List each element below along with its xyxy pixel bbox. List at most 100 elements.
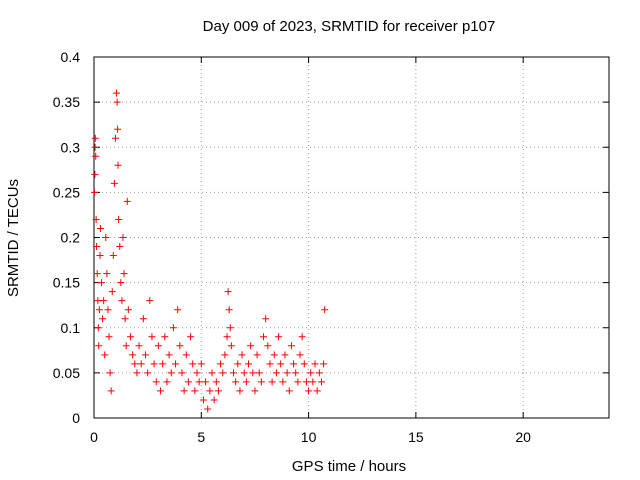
- data-point: [102, 234, 110, 241]
- data-point: [221, 351, 229, 359]
- data-point: [247, 342, 255, 350]
- data-point: [106, 369, 114, 377]
- data-point: [95, 342, 103, 350]
- data-point: [91, 170, 99, 178]
- data-point: [240, 369, 248, 377]
- x-tick-label: 20: [515, 429, 531, 445]
- data-point: [144, 369, 152, 377]
- data-point: [294, 378, 302, 386]
- data-point: [266, 360, 274, 368]
- data-point: [212, 378, 220, 386]
- data-point: [281, 351, 289, 359]
- data-point: [129, 351, 137, 359]
- data-point: [191, 387, 199, 395]
- data-point: [210, 396, 218, 404]
- data-point: [116, 243, 124, 251]
- data-point: [287, 342, 295, 350]
- data-point: [225, 306, 233, 314]
- data-point: [214, 387, 222, 395]
- y-tick-label: 0.25: [53, 184, 80, 200]
- data-point: [208, 369, 216, 377]
- data-point: [107, 387, 115, 395]
- data-point: [100, 297, 108, 305]
- data-point: [232, 378, 240, 386]
- data-point: [279, 378, 287, 386]
- data-point: [187, 333, 195, 341]
- data-point: [124, 306, 132, 314]
- data-point: [199, 396, 207, 404]
- data-point: [169, 324, 177, 332]
- data-point: [202, 378, 210, 386]
- data-point: [195, 378, 203, 386]
- y-tick-label: 0.2: [61, 230, 81, 246]
- data-point: [270, 351, 278, 359]
- data-point: [105, 333, 113, 341]
- data-point: [227, 342, 235, 350]
- plot-frame: [93, 56, 610, 419]
- data-point: [122, 342, 130, 350]
- data-point: [206, 387, 214, 395]
- data-point: [172, 360, 180, 368]
- data-point: [96, 224, 104, 232]
- data-point: [224, 288, 232, 296]
- data-point: [264, 342, 272, 350]
- y-tick-label: 0: [72, 410, 80, 426]
- data-point: [165, 351, 173, 359]
- data-point: [174, 306, 182, 314]
- data-point: [131, 360, 139, 368]
- data-point: [91, 143, 99, 151]
- data-point: [251, 387, 259, 395]
- data-point: [110, 179, 118, 187]
- x-tick-label: 15: [408, 429, 424, 445]
- data-point: [223, 333, 231, 341]
- data-point: [184, 378, 192, 386]
- data-point: [226, 324, 234, 332]
- x-tick-label: 10: [301, 429, 317, 445]
- data-point: [93, 243, 101, 251]
- data-point: [313, 387, 321, 395]
- data-point: [238, 351, 246, 359]
- data-point: [123, 197, 131, 205]
- data-point: [242, 378, 250, 386]
- data-point: [108, 288, 116, 296]
- data-point: [290, 360, 298, 368]
- data-point: [159, 360, 167, 368]
- data-point: [104, 306, 112, 314]
- data-point: [92, 152, 100, 160]
- data-point: [135, 342, 143, 350]
- data-point: [114, 161, 122, 169]
- data-point: [163, 378, 171, 386]
- y-tick-label: 0.35: [53, 94, 80, 110]
- y-tick-label: 0.1: [61, 320, 81, 336]
- y-tick-label: 0.3: [61, 139, 81, 155]
- data-point: [204, 405, 212, 413]
- data-point: [98, 279, 106, 287]
- data-point: [309, 378, 317, 386]
- data-point: [118, 297, 126, 305]
- data-point: [90, 188, 98, 196]
- data-point: [249, 369, 257, 377]
- data-point: [234, 360, 242, 368]
- chart-title: Day 009 of 2023, SRMTID for receiver p10…: [203, 18, 496, 35]
- data-point: [321, 306, 329, 314]
- data-point: [182, 351, 190, 359]
- data-point: [217, 360, 225, 368]
- data-point: [93, 270, 101, 278]
- data-point: [283, 369, 291, 377]
- x-tick-label: 5: [197, 429, 205, 445]
- data-point: [94, 324, 102, 332]
- data-point: [305, 387, 313, 395]
- data-point: [142, 351, 149, 359]
- data-point: [139, 315, 147, 323]
- data-point: [115, 215, 123, 223]
- data-point: [148, 333, 156, 341]
- data-point: [189, 360, 197, 368]
- data-point: [300, 360, 308, 368]
- data-point: [193, 369, 201, 377]
- data-point: [229, 369, 237, 377]
- data-point: [320, 360, 328, 368]
- data-point: [236, 387, 244, 395]
- y-axis-label: SRMTID / TECUs: [5, 179, 22, 297]
- data-point: [133, 369, 141, 377]
